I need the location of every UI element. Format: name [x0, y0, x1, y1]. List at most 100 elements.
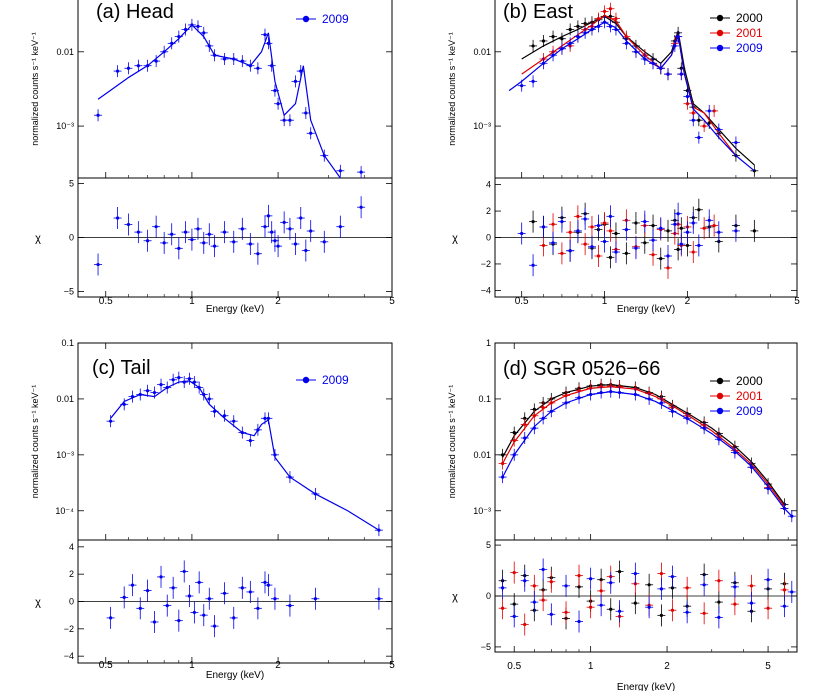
- y-tick-label: 10⁻³: [473, 506, 491, 516]
- residual-tick-label: 0: [486, 591, 491, 601]
- data-point: [202, 392, 206, 397]
- residual-point: [359, 205, 363, 209]
- data-point: [583, 31, 587, 35]
- data-point: [531, 44, 535, 48]
- residual-point: [523, 622, 527, 627]
- residual-point: [322, 240, 326, 244]
- spectrum-data: [508, 2, 759, 177]
- y-tick-label: 10⁻⁴: [55, 506, 74, 516]
- panel-1: 0.5 1 2 5 Energy (keV) 0.01 10⁻³ 5 0 −5 normalized…: [30, 0, 395, 315]
- residual-point: [651, 238, 655, 242]
- y-tick-label: 0.01: [56, 394, 74, 404]
- residual-point: [685, 230, 690, 234]
- data-point: [170, 41, 174, 45]
- data-point: [138, 392, 142, 397]
- residual-point: [673, 222, 677, 226]
- residual-point: [192, 610, 196, 615]
- residual-point: [609, 607, 613, 611]
- residual-point: [130, 583, 135, 587]
- residual-tick-label: −5: [64, 287, 74, 297]
- data-point: [673, 44, 677, 48]
- panel-3: 0.5 1 2 5 Energy (keV) 0.1 0.01 10⁻³ 10⁻⁴ 4 2 0 −2 −4…: [30, 338, 395, 681]
- residual-point: [177, 246, 181, 250]
- residual-point: [313, 597, 317, 601]
- data-point: [313, 492, 317, 496]
- data-point: [717, 437, 721, 441]
- residual-tick-label: −4: [64, 651, 74, 661]
- x-axis-label: Energy (keV): [617, 304, 675, 315]
- residual-point: [266, 214, 270, 218]
- panel-title: (d) SGR 0526−66: [503, 358, 660, 380]
- residual-axis-label: χ: [452, 233, 458, 245]
- data-point: [338, 169, 342, 173]
- x-tick-label: 1: [189, 296, 195, 307]
- residual-point: [273, 597, 277, 601]
- x-tick-label: 0.5: [507, 661, 521, 672]
- model-line-2009: [97, 24, 341, 178]
- residual-point: [338, 225, 342, 229]
- legend-marker: [302, 15, 310, 23]
- residual-point: [608, 255, 612, 259]
- x-tick-label: 1: [189, 660, 195, 671]
- data-point: [512, 453, 516, 457]
- residual-point: [717, 579, 721, 583]
- residual-point: [659, 587, 664, 591]
- data-point: [202, 31, 206, 35]
- data-point: [182, 380, 186, 384]
- residual-point: [599, 589, 603, 593]
- data-point: [177, 35, 181, 39]
- data-point: [577, 396, 581, 400]
- x-tick-label: 2: [275, 296, 281, 307]
- data-point: [109, 419, 113, 423]
- data-point: [282, 118, 286, 122]
- data-point: [145, 64, 150, 68]
- residual-point: [599, 603, 603, 607]
- data-point: [512, 430, 516, 435]
- data-point: [679, 72, 683, 76]
- residual-point: [733, 602, 737, 606]
- data-point: [676, 35, 680, 39]
- data-point: [130, 395, 135, 399]
- residual-point: [273, 239, 277, 243]
- data-point: [136, 64, 140, 68]
- residual-point: [96, 262, 100, 267]
- residual-point: [126, 222, 131, 227]
- residual-point: [670, 608, 675, 612]
- residual-point: [643, 220, 647, 224]
- residual-point: [702, 583, 706, 587]
- residual-point: [532, 600, 536, 604]
- data-point: [702, 124, 706, 128]
- data-point: [568, 27, 572, 32]
- residual-point: [608, 214, 612, 218]
- residual-point: [659, 226, 663, 230]
- residual-point: [232, 240, 236, 244]
- data-point: [560, 47, 564, 51]
- data-point: [222, 57, 227, 61]
- residual-point: [577, 619, 581, 624]
- data-point: [276, 102, 280, 106]
- residual-point: [531, 263, 535, 267]
- panel-title: (c) Tail: [92, 357, 151, 379]
- legend-entry: 2001: [736, 389, 763, 403]
- data-point: [614, 27, 618, 32]
- residual-data: [517, 198, 759, 279]
- data-point: [697, 118, 701, 122]
- residual-point: [670, 575, 675, 579]
- data-point: [685, 94, 690, 99]
- data-point: [666, 72, 670, 76]
- residual-axis-label: χ: [452, 591, 458, 603]
- x-tick-label: 2: [685, 296, 691, 307]
- data-point: [190, 23, 194, 27]
- data-point: [273, 89, 277, 93]
- data-point: [634, 50, 638, 54]
- residual-point: [602, 221, 607, 225]
- residual-point: [712, 224, 716, 228]
- residual-point: [697, 208, 701, 212]
- data-point: [154, 59, 158, 63]
- data-point: [707, 121, 711, 125]
- data-point: [651, 61, 655, 65]
- residual-point: [633, 572, 637, 576]
- data-point: [541, 61, 546, 65]
- residual-point: [170, 232, 174, 236]
- legend-marker: [716, 29, 724, 37]
